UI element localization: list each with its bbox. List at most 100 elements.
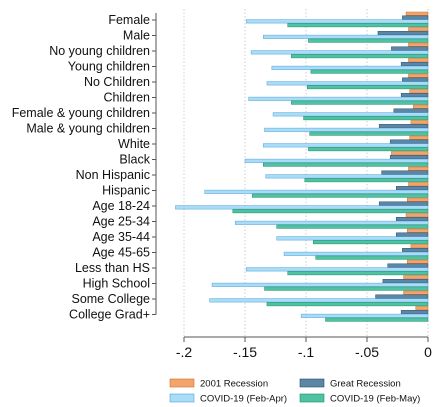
bar-5-0 bbox=[409, 89, 429, 94]
bar-15-1 bbox=[402, 248, 429, 253]
bar-17-2 bbox=[211, 282, 429, 287]
bar-19-1 bbox=[400, 310, 429, 315]
bar-10-2 bbox=[265, 174, 429, 179]
category-label: Non Hispanic bbox=[76, 168, 150, 182]
bar-18-0 bbox=[403, 290, 429, 295]
bar-14-3 bbox=[313, 240, 429, 245]
bar-16-3 bbox=[287, 271, 429, 276]
bar-17-0 bbox=[403, 275, 429, 280]
legend-label: COVID-19 (Feb-May) bbox=[330, 394, 420, 405]
category-label: No young children bbox=[49, 44, 150, 58]
bar-1-2 bbox=[263, 34, 429, 39]
bars bbox=[175, 11, 429, 322]
bar-13-0 bbox=[405, 213, 429, 218]
bar-4-1 bbox=[402, 77, 429, 82]
bar-3-3 bbox=[310, 69, 429, 74]
bar-19-3 bbox=[325, 317, 429, 322]
bar-15-3 bbox=[315, 255, 429, 260]
legend-swatch bbox=[299, 378, 325, 388]
bar-4-3 bbox=[306, 85, 429, 90]
category-label: Some College bbox=[71, 292, 150, 306]
category-label: Female bbox=[108, 13, 150, 27]
category-label: Age 25-34 bbox=[92, 215, 150, 229]
category-label: Age 35-44 bbox=[92, 230, 150, 244]
category-label: Female & young children bbox=[12, 106, 150, 120]
bar-7-0 bbox=[410, 120, 429, 125]
bar-2-3 bbox=[291, 54, 429, 59]
bar-12-1 bbox=[378, 201, 429, 206]
bar-14-2 bbox=[276, 236, 429, 241]
bar-14-0 bbox=[407, 228, 429, 233]
legend-swatch bbox=[169, 378, 195, 388]
bar-4-0 bbox=[408, 73, 429, 78]
bar-10-0 bbox=[408, 166, 429, 171]
bar-3-2 bbox=[271, 65, 429, 70]
x-tick-label: -.05 bbox=[355, 344, 379, 360]
bar-7-2 bbox=[264, 127, 429, 132]
bar-9-3 bbox=[263, 162, 429, 167]
legend-label: COVID-19 (Feb-Apr) bbox=[200, 394, 287, 405]
bar-2-0 bbox=[408, 42, 429, 47]
bar-18-3 bbox=[266, 302, 429, 307]
bar-17-1 bbox=[382, 279, 429, 284]
bar-7-3 bbox=[309, 131, 429, 136]
bar-16-2 bbox=[245, 267, 429, 272]
bar-11-3 bbox=[252, 193, 429, 198]
x-tick-label: -.2 bbox=[176, 344, 193, 360]
bar-0-2 bbox=[245, 19, 429, 24]
legend-label: Great Recession bbox=[330, 379, 401, 390]
bar-10-1 bbox=[381, 170, 429, 175]
bar-18-2 bbox=[209, 298, 429, 303]
bar-16-1 bbox=[387, 263, 429, 268]
category-label: White bbox=[118, 137, 150, 151]
bar-15-0 bbox=[410, 244, 429, 249]
bar-14-1 bbox=[396, 232, 429, 237]
bar-5-3 bbox=[291, 100, 429, 105]
bar-6-2 bbox=[272, 112, 429, 117]
bar-5-1 bbox=[400, 93, 429, 98]
category-label: Hispanic bbox=[102, 184, 150, 198]
bar-17-3 bbox=[264, 286, 429, 291]
bar-4-2 bbox=[266, 81, 429, 86]
category-label: No Children bbox=[84, 75, 150, 89]
bar-1-3 bbox=[308, 38, 429, 43]
bar-15-2 bbox=[283, 251, 429, 256]
bar-11-2 bbox=[204, 189, 429, 194]
bar-0-0 bbox=[405, 11, 429, 16]
bar-9-1 bbox=[389, 155, 429, 160]
bar-6-1 bbox=[393, 108, 429, 113]
bar-19-2 bbox=[300, 313, 429, 318]
bar-12-0 bbox=[407, 197, 429, 202]
bar-16-0 bbox=[407, 259, 429, 264]
bar-13-2 bbox=[234, 220, 429, 225]
bar-0-3 bbox=[287, 23, 429, 28]
bar-18-1 bbox=[375, 294, 429, 299]
category-label: Black bbox=[119, 153, 150, 167]
legend: 2001 Recession Great Recession COVID-19 (F… bbox=[169, 378, 420, 405]
category-label: Male bbox=[123, 29, 150, 43]
bar-12-3 bbox=[232, 209, 429, 214]
bar-11-0 bbox=[408, 182, 429, 187]
category-label: Children bbox=[103, 91, 150, 105]
bar-6-0 bbox=[413, 104, 429, 109]
category-label: High School bbox=[83, 277, 150, 291]
bar-2-2 bbox=[250, 50, 429, 55]
bar-1-0 bbox=[408, 27, 429, 32]
bar-8-2 bbox=[263, 143, 429, 148]
bar-7-1 bbox=[378, 124, 429, 129]
bar-8-1 bbox=[389, 139, 429, 144]
bar-3-1 bbox=[400, 62, 429, 67]
legend-swatch bbox=[299, 393, 325, 403]
bar-19-0 bbox=[415, 306, 429, 311]
bar-5-2 bbox=[248, 96, 429, 101]
legend-label: 2001 Recession bbox=[200, 379, 268, 390]
bar-9-2 bbox=[244, 158, 429, 163]
bar-13-1 bbox=[396, 217, 429, 222]
x-ticks: -.2 -.15 -.1 -.05 0 bbox=[176, 337, 432, 360]
category-label: Age 45-65 bbox=[92, 246, 150, 260]
bar-8-0 bbox=[409, 135, 429, 140]
category-label: College Grad+ bbox=[69, 308, 150, 322]
bar-10-3 bbox=[304, 178, 429, 183]
